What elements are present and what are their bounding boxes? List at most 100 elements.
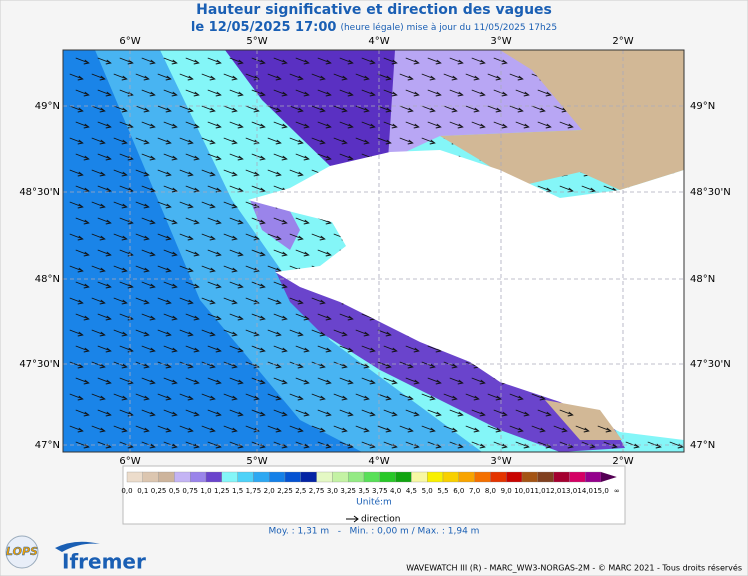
legend-swatch xyxy=(458,471,475,483)
legend-label: 4,0 xyxy=(390,487,401,495)
latitude-label: 49°N xyxy=(690,101,715,112)
latitude-label: 49°N xyxy=(35,101,60,112)
longitude-label: 2°W xyxy=(612,36,633,47)
longitude-label: 6°W xyxy=(119,456,140,467)
legend-label: ∞ xyxy=(614,487,620,495)
longitude-label: 4°W xyxy=(368,36,389,47)
legend-label: 15,0 xyxy=(593,487,609,495)
latitude-label: 48°N xyxy=(35,274,60,285)
legend-swatch xyxy=(601,472,617,482)
map-frame xyxy=(62,49,685,453)
legend-label: 3,0 xyxy=(327,487,338,495)
legend-swatch xyxy=(411,471,428,483)
legend-swatch xyxy=(506,471,523,483)
legend-label: 0,0 xyxy=(121,487,132,495)
ifremer-wave xyxy=(55,541,100,552)
legend-label: 4,5 xyxy=(406,487,417,495)
legend-label: 6,0 xyxy=(453,487,464,495)
direction-arrow-head xyxy=(353,515,359,523)
legend-label: 7,0 xyxy=(469,487,480,495)
legend-swatch xyxy=(269,471,286,483)
legend-label: 12,0 xyxy=(546,487,562,495)
legend-label: 13,0 xyxy=(562,487,578,495)
statistics: Moy. : 1,31 m - Min. : 0,00 m / Max. : 1… xyxy=(269,527,480,537)
legend-swatch xyxy=(126,471,143,483)
longitude-label: 3°W xyxy=(490,36,511,47)
sea-band xyxy=(388,50,582,160)
latitude-label: 48°N xyxy=(690,274,715,285)
legend-swatch xyxy=(205,471,222,483)
legend-label: 3,75 xyxy=(372,487,388,495)
legend-swatch xyxy=(190,471,207,483)
legend-label: 1,5 xyxy=(232,487,243,495)
legend-swatch xyxy=(363,471,380,483)
date: le 12/05/2025 17:00 xyxy=(191,20,337,35)
longitude-label: 3°W xyxy=(490,456,511,467)
legend-label: 0,1 xyxy=(137,487,148,495)
legend-label: 2,0 xyxy=(264,487,275,495)
longitude-label: 4°W xyxy=(368,456,389,467)
legend-swatch xyxy=(174,471,191,483)
legend-label: 2,5 xyxy=(295,487,306,495)
legend-swatch xyxy=(585,471,602,483)
legend-label: 5,0 xyxy=(422,487,433,495)
title: Hauteur significative et direction des v… xyxy=(196,2,552,18)
map xyxy=(63,50,684,452)
legend-unit: Unité:m xyxy=(356,497,392,508)
legend-swatch xyxy=(569,471,586,483)
lops-logo: LOPS xyxy=(6,545,38,558)
legend-label: 2,25 xyxy=(277,487,293,495)
longitude-label: 2°W xyxy=(612,456,633,467)
graticule xyxy=(63,50,684,452)
longitude-label: 6°W xyxy=(119,36,140,47)
latitude-label: 48°30'N xyxy=(19,187,60,198)
legend-label: 5,5 xyxy=(437,487,448,495)
legend-swatch xyxy=(284,471,301,483)
latitude-label: 47°30'N xyxy=(690,359,731,370)
legend-swatch xyxy=(474,471,491,483)
legend-label: 3,25 xyxy=(340,487,356,495)
legend-swatch xyxy=(300,471,317,483)
legend-label: 3,5 xyxy=(358,487,369,495)
longitude-label: 5°W xyxy=(246,456,267,467)
legend-swatch xyxy=(521,471,538,483)
legend-swatch xyxy=(427,471,444,483)
legend-swatch xyxy=(395,471,412,483)
legend-label: 1,25 xyxy=(214,487,230,495)
wave-direction-arrows xyxy=(69,57,684,449)
legend-label: 0,75 xyxy=(182,487,198,495)
legend-label: 0,25 xyxy=(151,487,167,495)
update-note: (heure légale) mise à jour du 11/05/2025… xyxy=(340,22,557,33)
land-loire xyxy=(545,400,622,440)
axis-labels: 6°W 6°W 5°W 5°W 4°W 4°W 3°W 3°W 2°W 2°W 49°N 49°N 48… xyxy=(19,36,730,467)
legend-label: 10,0 xyxy=(514,487,530,495)
legend-label: 0,5 xyxy=(169,487,180,495)
latitude-label: 47°N xyxy=(690,440,715,451)
ifremer-logo: Ifremer xyxy=(62,550,146,574)
latitude-label: 47°N xyxy=(35,440,60,451)
legend-label: 2,75 xyxy=(309,487,325,495)
legend-swatch xyxy=(221,471,238,483)
sea-band xyxy=(275,270,625,452)
legend-label: 8,0 xyxy=(485,487,496,495)
legend-swatch xyxy=(442,471,459,483)
legend-swatch xyxy=(490,471,507,483)
legend: 0,0 0,1 0,25 0,5 0,75 1,0 1,25 1,5 1,75 2,0 2,25 2,… xyxy=(121,471,620,495)
lops-logo-disc xyxy=(5,535,39,569)
footer: WAVEWATCH III (R) - MARC_WW3-NORGAS-2M -… xyxy=(406,563,742,573)
legend-swatch xyxy=(537,471,554,483)
latitude-label: 48°30'N xyxy=(690,187,731,198)
legend-swatch xyxy=(379,471,396,483)
legend-label: 11,0 xyxy=(530,487,546,495)
legend-label: 14,0 xyxy=(577,487,593,495)
longitude-label: 5°W xyxy=(246,36,267,47)
legend-swatch xyxy=(142,471,159,483)
legend-swatch xyxy=(237,471,254,483)
latitude-label: 47°30'N xyxy=(19,359,60,370)
legend-swatch xyxy=(158,471,175,483)
legend-swatch xyxy=(348,471,365,483)
legend-label: 1,75 xyxy=(246,487,262,495)
legend-label: 1,0 xyxy=(200,487,211,495)
subtitle: le 12/05/2025 17:00 (heure légale) mise à… xyxy=(191,20,557,35)
